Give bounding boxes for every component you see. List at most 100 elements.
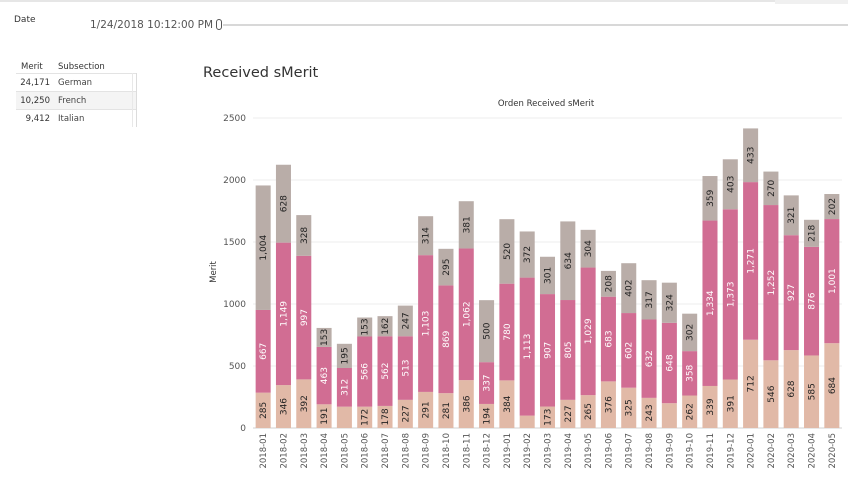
data-label: 546 [767,385,777,402]
table-row[interactable]: 9,412 Italian [16,109,136,127]
bar-segment [824,219,840,344]
sheet-title: Received sMerit [203,65,319,81]
data-label: 317 [645,291,655,308]
x-tick-label: 2020-05 [828,433,838,469]
data-label: 384 [503,395,513,412]
bar-segment [722,159,738,210]
bar-segment [682,313,698,352]
data-label: 153 [361,318,371,335]
data-label: 262 [686,403,696,420]
data-label: 648 [665,354,675,371]
bar-segment [722,209,738,380]
data-label: 321 [787,207,797,224]
data-label: 805 [564,341,574,358]
data-label: 153 [320,329,330,346]
table-divider [136,73,137,127]
bar-segment [397,305,413,337]
bar-segment [763,205,779,361]
bar-segment [600,270,616,297]
data-label: 312 [340,379,350,396]
data-label: 433 [747,147,757,164]
table-row[interactable]: 24,171 German [16,73,136,91]
bar-segment [418,216,434,256]
y-axis-label: Merit [209,260,219,282]
bar-segment [519,415,535,428]
bar-segment [479,300,495,363]
data-label: 500 [483,322,493,339]
data-label: 463 [320,367,330,384]
bar-segment [824,343,840,428]
y-tick-label: 2500 [223,114,246,124]
merit-value: 10,250 [20,96,50,106]
x-tick-label: 2019-12 [726,433,736,469]
subsection-name: German [58,78,93,88]
data-label: 403 [726,176,736,193]
bar-segment [621,263,637,314]
bar-segment [804,355,820,428]
bar-segment [560,399,576,428]
data-label: 1,001 [828,268,838,294]
data-label: 208 [604,275,614,292]
x-tick-label: 2019-07 [625,433,635,469]
date-slider-handle[interactable] [216,19,222,30]
bar-segment [458,380,474,428]
bar-segment [539,256,556,295]
bar-segment [479,362,495,404]
data-label: 243 [645,404,655,421]
bar-segment [722,379,738,428]
data-label: 997 [300,309,310,326]
bar-segment [438,393,454,428]
bar-segment [661,282,677,323]
date-slider-track[interactable] [223,24,848,26]
x-tick-label: 2019-01 [503,433,513,469]
bar-segment [316,346,332,405]
x-tick-label: 2019-11 [706,433,716,469]
data-label: 324 [665,294,675,311]
data-label: 1,373 [726,282,736,308]
data-label: 386 [462,395,472,412]
data-label: 325 [625,399,635,416]
data-label: 202 [828,198,838,215]
x-tick-label: 2018-12 [483,433,493,469]
bar-segment [499,283,515,381]
table-row[interactable]: 10,250 French [16,91,136,109]
x-axis: 2018-01 2018-02 2018-03 2018-04 2018-05 2018-… [259,433,838,469]
data-label: 194 [483,407,493,424]
header-subsection: Subsection [58,62,105,72]
data-label: 683 [604,330,614,347]
bar-segment [641,280,657,320]
data-label: 302 [686,324,696,341]
y-tick-label: 0 [240,424,246,434]
data-label: 178 [381,408,391,425]
x-tick-label: 2018-07 [381,433,391,469]
data-label: 285 [259,402,269,419]
x-tick-label: 2018-08 [401,433,411,469]
header-merit: Merit [21,62,43,72]
data-label: 270 [767,179,777,196]
bar-segment [743,128,759,183]
data-label: 667 [259,343,269,360]
x-tick-label: 2020-04 [808,433,818,469]
x-tick-label: 2019-05 [584,433,594,469]
data-label: 907 [544,342,554,359]
bar-segment [418,391,434,428]
y-tick-label: 2000 [223,176,246,186]
bar-segment [336,406,352,428]
date-filter-label: Date [14,15,36,25]
y-axis: 0 500 1000 1500 2000 2500 [223,114,246,434]
x-tick-label: 2019-06 [604,433,614,469]
x-tick-label: 2019-08 [645,433,655,469]
data-label: 337 [483,374,493,391]
bar-segment [661,322,677,404]
data-label: 628 [279,195,289,212]
bar-segment [458,248,474,381]
data-label: 265 [584,403,594,420]
bar-segment [580,395,596,428]
bar-segment [479,403,495,428]
bar-segment [600,296,616,382]
subsection-name: French [58,96,87,106]
data-label: 1,062 [462,301,472,327]
data-label: 172 [361,409,371,426]
bar-segment [763,171,779,206]
data-label: 1,149 [279,301,289,327]
